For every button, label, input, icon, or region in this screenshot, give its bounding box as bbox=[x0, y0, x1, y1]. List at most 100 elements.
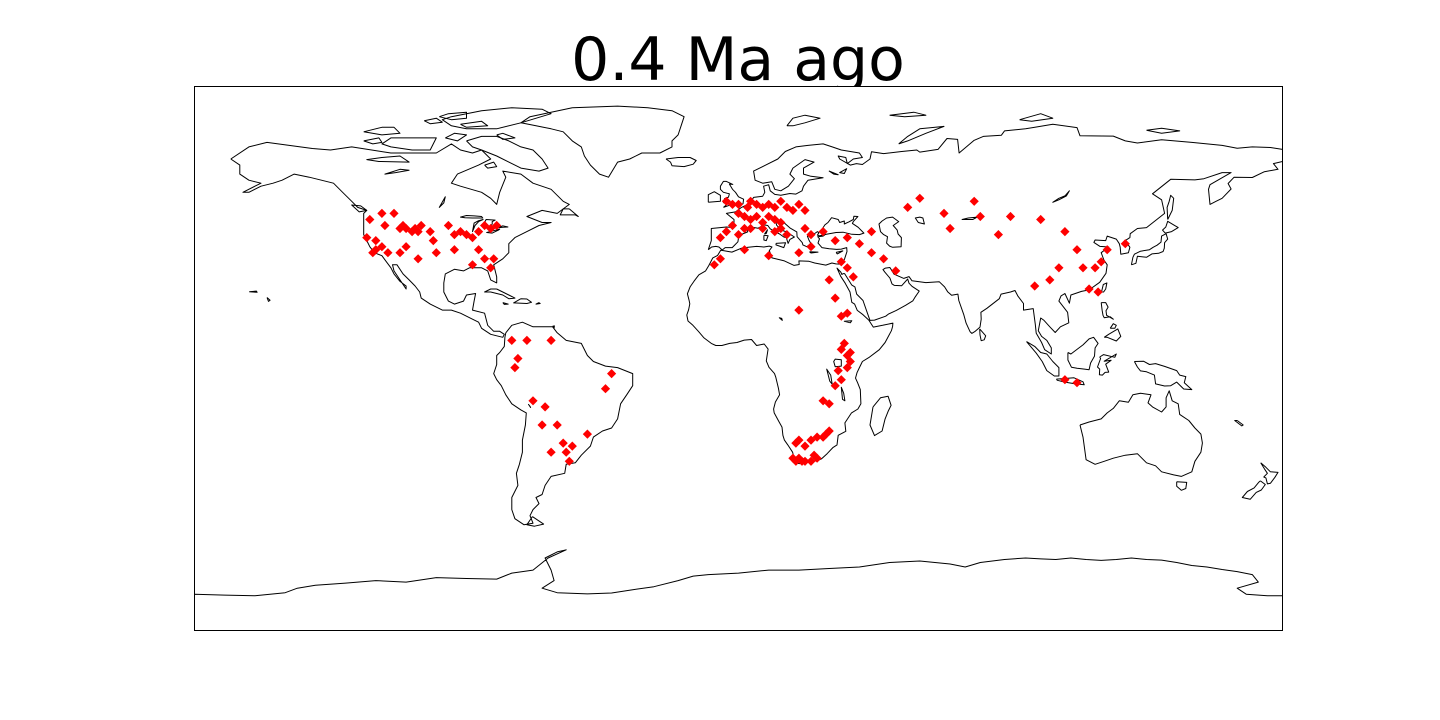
occurrence-marker bbox=[383, 248, 393, 258]
occurrence-marker bbox=[806, 435, 816, 445]
coastline-41 bbox=[889, 111, 927, 118]
occurrence-marker bbox=[969, 196, 979, 206]
coastline-44 bbox=[552, 325, 555, 329]
occurrence-marker bbox=[546, 335, 556, 345]
occurrence-marker bbox=[507, 335, 517, 345]
coastline-22 bbox=[1056, 377, 1085, 386]
occurrence-marker bbox=[842, 363, 852, 373]
occurrence-marker bbox=[1030, 281, 1040, 291]
occurrence-marker bbox=[582, 429, 592, 439]
occurrence-marker bbox=[800, 456, 810, 466]
occurrence-marker bbox=[564, 456, 574, 466]
occurrence-marker bbox=[848, 272, 858, 282]
occurrence-marker bbox=[818, 396, 828, 406]
occurrence-marker bbox=[365, 214, 375, 225]
occurrence-marker bbox=[845, 347, 855, 358]
occurrence-marker bbox=[939, 208, 949, 218]
occurrence-points bbox=[362, 193, 1130, 466]
occurrence-marker bbox=[486, 263, 496, 273]
occurrence-marker bbox=[474, 245, 484, 255]
occurrence-marker bbox=[522, 335, 532, 345]
occurrence-marker bbox=[371, 245, 381, 255]
coastline-16 bbox=[1260, 462, 1279, 485]
occurrence-marker bbox=[1120, 239, 1130, 249]
coastline-37 bbox=[786, 114, 821, 127]
lake-shore-5 bbox=[366, 155, 410, 163]
occurrence-marker bbox=[830, 293, 840, 303]
occurrence-marker bbox=[776, 223, 786, 234]
coastline-13 bbox=[869, 395, 892, 437]
occurrence-marker bbox=[758, 217, 768, 228]
occurrence-marker bbox=[389, 208, 399, 218]
occurrence-marker bbox=[806, 242, 816, 252]
occurrence-marker bbox=[413, 254, 423, 264]
occurrence-marker bbox=[821, 429, 831, 439]
occurrence-marker bbox=[401, 223, 411, 234]
occurrence-marker bbox=[727, 199, 738, 209]
map-background bbox=[194, 86, 1283, 631]
occurrence-marker bbox=[743, 202, 753, 212]
occurrence-marker bbox=[836, 311, 846, 321]
occurrence-marker bbox=[1072, 378, 1082, 388]
occurrence-marker bbox=[739, 245, 750, 255]
coastline-55 bbox=[1109, 323, 1117, 329]
coastline-17 bbox=[1241, 480, 1266, 500]
occurrence-marker bbox=[915, 193, 925, 203]
occurrence-marker bbox=[818, 432, 828, 442]
coastline-48 bbox=[979, 328, 987, 342]
occurrence-marker bbox=[377, 242, 387, 252]
occurrence-marker bbox=[709, 260, 719, 270]
coastline-50 bbox=[763, 234, 769, 242]
occurrence-marker bbox=[818, 227, 828, 237]
occurrence-marker bbox=[413, 227, 423, 237]
coastline-32 bbox=[423, 117, 443, 125]
coastline-25 bbox=[1133, 360, 1193, 391]
occurrence-marker bbox=[764, 251, 774, 261]
occurrence-marker bbox=[854, 239, 864, 249]
occurrence-marker bbox=[842, 263, 852, 273]
occurrence-marker bbox=[776, 196, 786, 206]
coastline-14 bbox=[1079, 390, 1203, 477]
map-frame bbox=[194, 86, 1283, 631]
coastline-35 bbox=[484, 161, 498, 169]
occurrence-marker bbox=[380, 220, 390, 231]
occurrence-marker bbox=[1060, 227, 1070, 237]
occurrence-marker bbox=[733, 199, 744, 209]
occurrence-marker bbox=[770, 202, 780, 212]
occurrence-marker bbox=[842, 350, 852, 361]
coastline-12 bbox=[665, 157, 697, 168]
occurrence-marker bbox=[607, 369, 617, 379]
coastline-28 bbox=[194, 549, 1283, 615]
occurrence-marker bbox=[443, 220, 453, 231]
coastline-46 bbox=[513, 298, 532, 304]
coastline-11 bbox=[707, 191, 721, 203]
occurrence-marker bbox=[467, 233, 478, 243]
occurrence-marker bbox=[600, 384, 611, 394]
occurrence-marker bbox=[425, 227, 435, 237]
coastline-45 bbox=[535, 302, 541, 305]
coastline-5 bbox=[484, 288, 516, 300]
occurrence-marker bbox=[794, 248, 804, 258]
coastline-34 bbox=[445, 132, 467, 142]
coastline-23 bbox=[1067, 336, 1099, 371]
occurrence-marker bbox=[449, 230, 459, 240]
coastline-24 bbox=[1097, 353, 1117, 376]
occurrence-marker bbox=[546, 447, 556, 457]
occurrence-marker bbox=[449, 245, 459, 255]
occurrence-marker bbox=[836, 257, 846, 267]
coastline-47 bbox=[502, 302, 509, 305]
occurrence-marker bbox=[362, 233, 372, 243]
occurrence-marker bbox=[1036, 214, 1046, 225]
occurrence-marker bbox=[480, 254, 490, 264]
occurrence-marker bbox=[1072, 245, 1082, 255]
coastline-39 bbox=[1019, 113, 1054, 122]
occurrence-marker bbox=[836, 344, 846, 354]
coastline-4 bbox=[441, 107, 552, 130]
occurrence-marker bbox=[746, 196, 756, 206]
occurrence-marker bbox=[401, 242, 411, 252]
occurrence-marker bbox=[513, 353, 523, 364]
occurrence-marker bbox=[812, 432, 822, 442]
occurrence-marker bbox=[1102, 245, 1112, 255]
occurrence-marker bbox=[824, 275, 834, 285]
occurrence-marker bbox=[770, 214, 780, 225]
